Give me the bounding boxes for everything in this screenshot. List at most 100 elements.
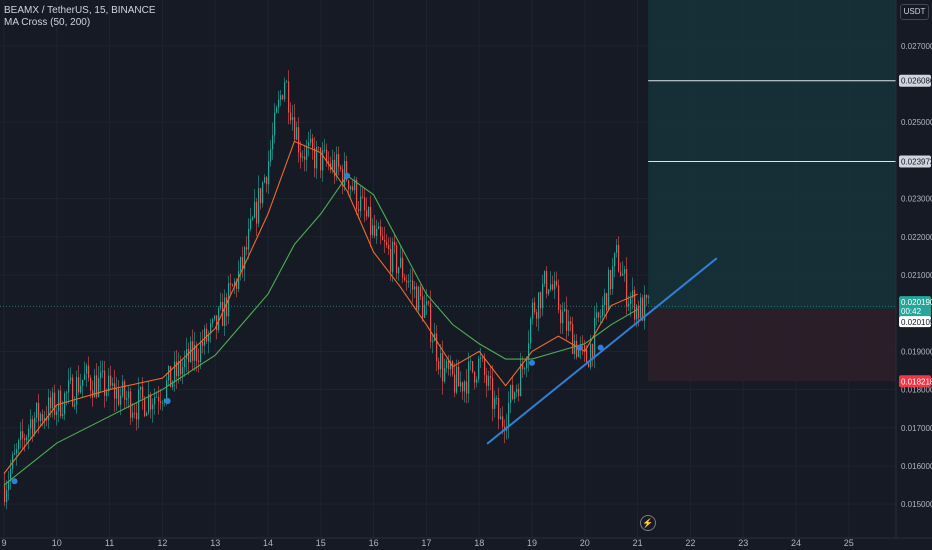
candle-body: [634, 290, 636, 320]
price-tick-label: 0.019000: [901, 347, 932, 356]
candle-body: [214, 315, 216, 320]
candle-body: [312, 138, 314, 149]
candle-body: [268, 161, 270, 185]
candle-body: [24, 438, 26, 441]
candle-body: [442, 353, 444, 382]
candle-body: [322, 150, 324, 171]
candle-body: [440, 353, 442, 370]
candle-body: [554, 280, 556, 290]
target-1-tag[interactable]: 0.026086: [899, 74, 932, 87]
candle-body: [248, 228, 250, 250]
candle-body: [592, 343, 594, 358]
candle-body: [422, 296, 424, 318]
trendline-layer[interactable]: [486, 257, 718, 445]
candle-body: [220, 301, 222, 309]
candle-body: [86, 365, 88, 374]
candle-body: [590, 343, 592, 368]
candle-body: [276, 107, 278, 113]
candle-body: [310, 138, 312, 143]
candle-body: [34, 417, 36, 435]
candle-body: [212, 319, 214, 324]
candle-body: [354, 179, 356, 191]
price-tick-label: 0.015000: [901, 500, 932, 509]
indicator-title[interactable]: MA Cross (50, 200): [4, 17, 91, 28]
candle-body: [180, 361, 182, 375]
candle-body: [302, 156, 304, 158]
price-tick-label: 0.018000: [901, 386, 932, 395]
candle-body: [104, 370, 106, 396]
price-axis[interactable]: 0.027000 0.025000 0.023000 0.022000 0.021000…: [895, 0, 932, 550]
candle-body: [52, 392, 54, 409]
candle-body: [568, 321, 570, 331]
candle-body: [42, 414, 44, 421]
candle-body: [48, 397, 50, 421]
candle-body: [66, 392, 68, 394]
candle-body: [122, 381, 124, 396]
candle-body: [602, 305, 604, 317]
candle-body: [188, 349, 190, 363]
candle-body: [168, 366, 170, 381]
candle-body: [610, 270, 612, 290]
price-tick-label: 0.027000: [901, 42, 932, 51]
candle-body: [222, 301, 224, 326]
candle-body: [366, 210, 368, 217]
time-tick-label: 24: [791, 538, 801, 548]
candle-body: [294, 117, 296, 140]
candle-body: [116, 388, 118, 399]
candle-body: [608, 270, 610, 311]
candle-body: [564, 309, 566, 312]
time-tick-label: 25: [844, 538, 854, 548]
candle-body: [550, 284, 552, 290]
candle-body: [126, 398, 128, 400]
candle-body: [70, 377, 72, 381]
candle-body: [8, 481, 10, 491]
bolt-icon[interactable]: ⚡: [640, 515, 656, 531]
time-tick-label: 22: [685, 538, 695, 548]
candle-body: [148, 394, 150, 413]
candle-body: [26, 436, 28, 441]
candle-body: [436, 333, 438, 362]
candle-body: [418, 286, 420, 311]
candle-body: [430, 303, 432, 343]
candle-body: [596, 312, 598, 318]
entry-tag[interactable]: 0.020105: [899, 316, 932, 328]
currency-button[interactable]: USDT: [900, 4, 929, 20]
current-price-tag-text: 0.020190: [901, 298, 932, 307]
ma-cross-marker: [597, 344, 604, 351]
symbol-title[interactable]: BEAMX / TetherUS, 15, BINANCE: [4, 5, 156, 16]
candle-body: [642, 297, 644, 321]
candle-body: [40, 414, 42, 422]
cross-markers: [11, 172, 604, 485]
candle-body: [16, 449, 18, 454]
stop-tag[interactable]: 0.018218: [899, 375, 932, 388]
candle-body: [472, 361, 474, 372]
candle-body: [526, 359, 528, 369]
candle-body: [598, 312, 600, 318]
candle-body: [170, 366, 172, 388]
candle-body: [600, 316, 602, 318]
candle-body: [178, 361, 180, 377]
candle-body: [558, 285, 560, 310]
candle-body: [474, 371, 476, 383]
support-trendline[interactable]: [486, 257, 718, 445]
candle-body: [394, 241, 396, 246]
candle-body: [134, 412, 136, 414]
candle-body: [342, 169, 344, 186]
time-tick-label: 10: [52, 538, 62, 548]
candle-body: [164, 399, 166, 403]
candle-body: [58, 390, 60, 412]
candle-body: [544, 271, 546, 284]
candle-body: [288, 81, 290, 113]
time-tick-label: 23: [738, 538, 748, 548]
candle-body: [586, 349, 588, 364]
candle-body: [378, 226, 380, 229]
time-tick-label: 16: [369, 538, 379, 548]
price-tick-label: 0.021000: [901, 271, 932, 280]
candle-body: [646, 295, 648, 298]
candle-body: [272, 135, 274, 150]
candle-body: [368, 206, 370, 217]
time-axis[interactable]: 9 10 11 12 13 14 15 16 17 18 19 20 21 22 23 24 25: [0, 537, 932, 550]
target-2-tag[interactable]: 0.023973: [899, 155, 932, 168]
